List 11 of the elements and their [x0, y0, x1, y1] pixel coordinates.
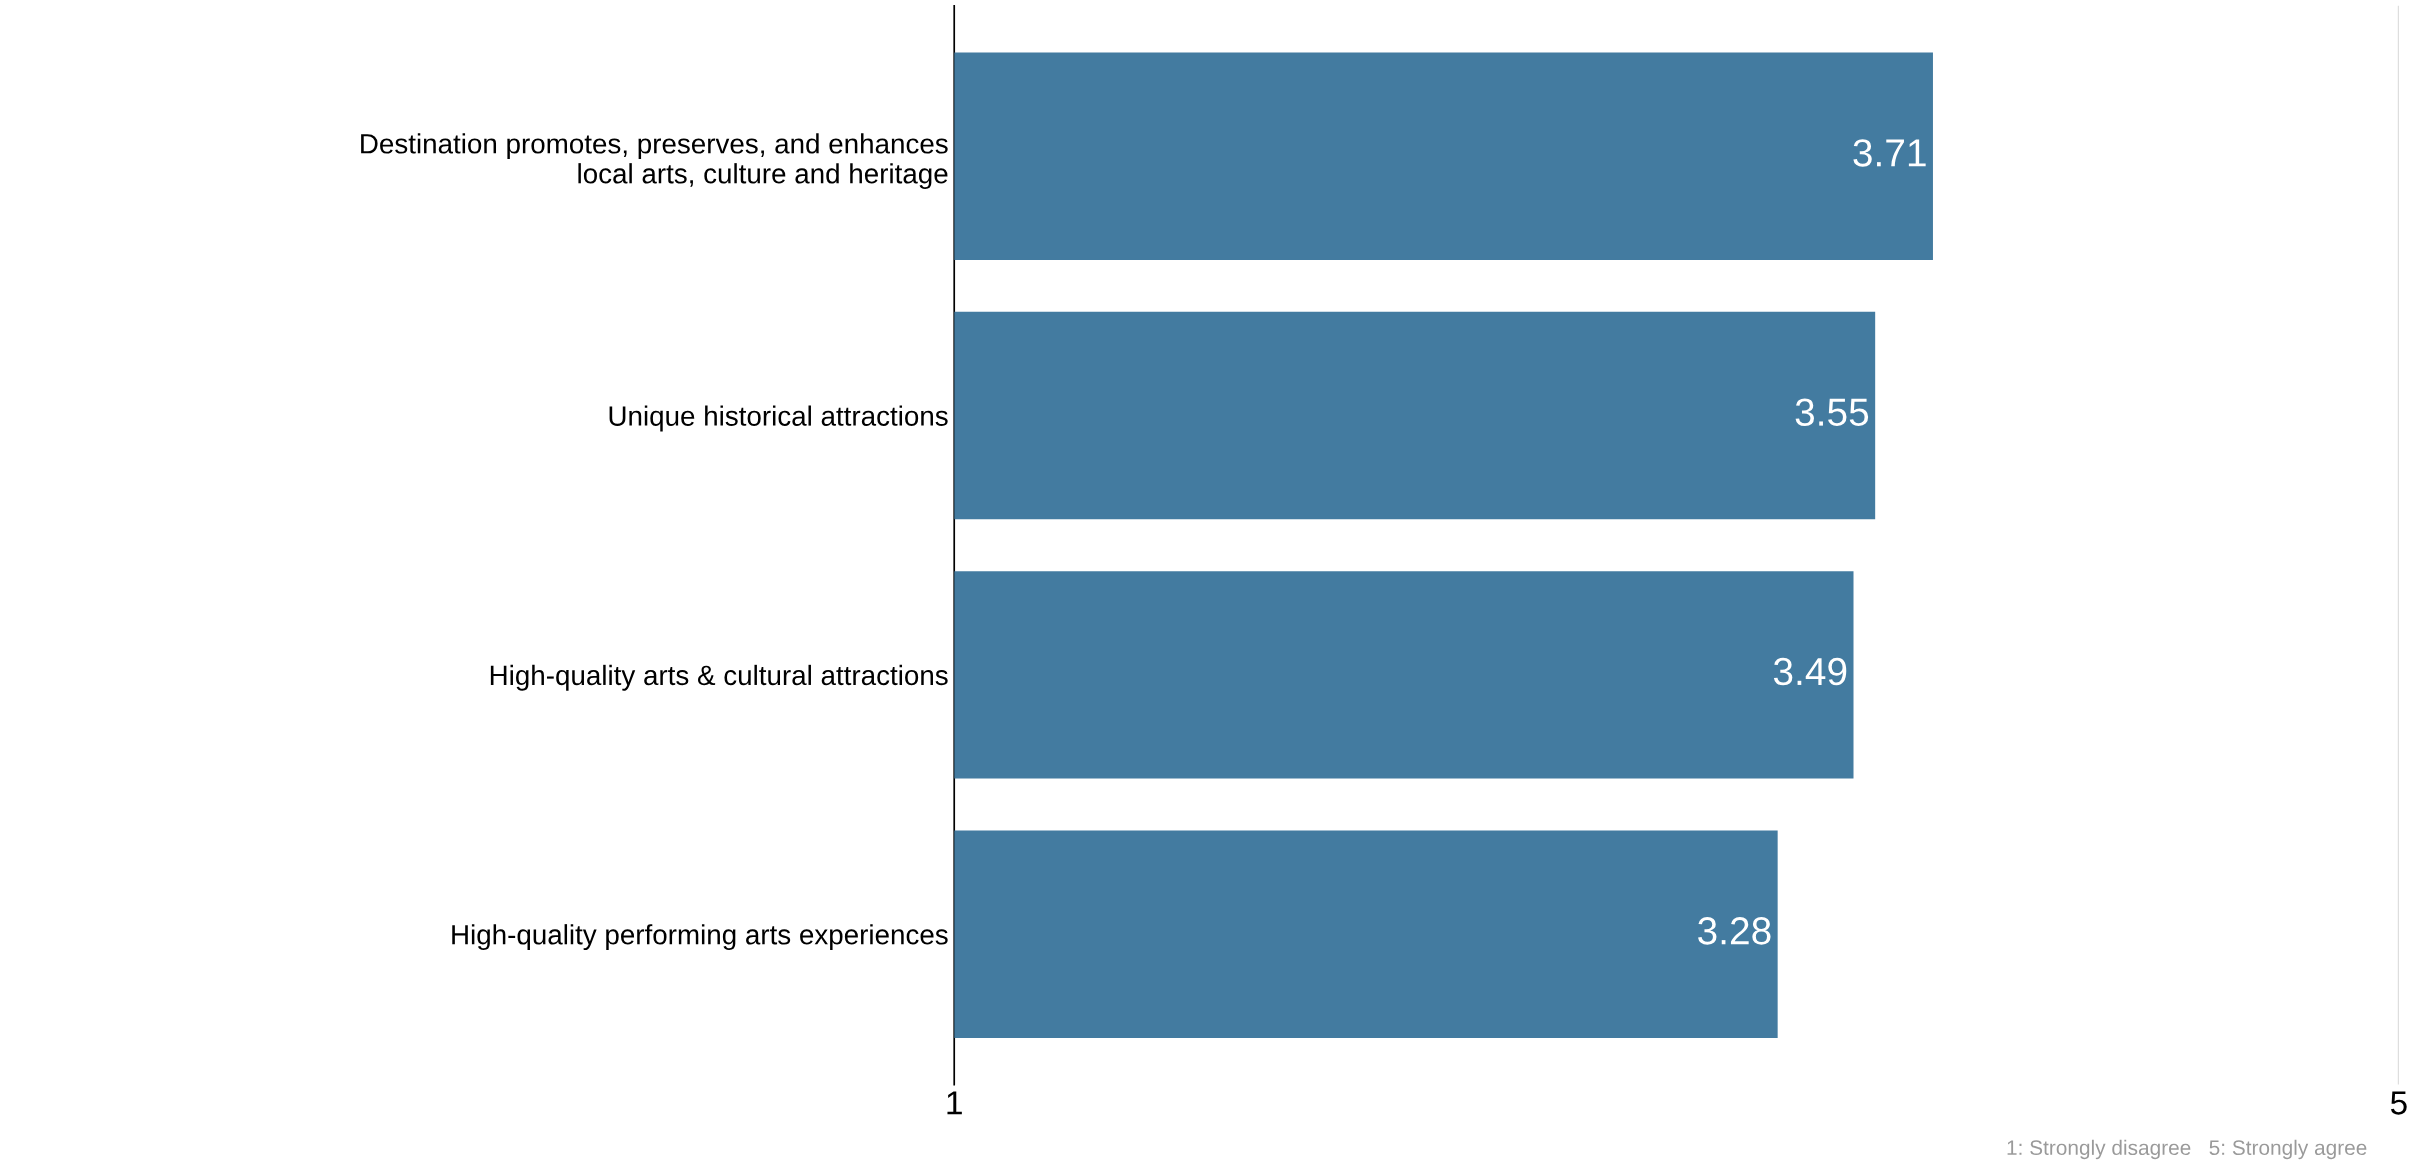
y-tick-label: High-quality performing arts experiences [452, 924, 948, 951]
data-label: 3.28 [1698, 917, 1771, 945]
x-tick-label: 5 [2390, 1091, 2407, 1115]
y-tick-label: Destination promotes, preserves, and enhances local arts, culture and heritage [361, 133, 948, 190]
data-label: 3.71 [1853, 139, 1926, 167]
y-tick-label: Unique historical attractions [609, 405, 948, 432]
x-tick-label: 1 [947, 1091, 962, 1115]
y-tick-label: High-quality arts & cultural attractions [490, 664, 948, 691]
data-label: 3.49 [1773, 657, 1847, 686]
text: 1: Strongly disagree 5: Strongly agree [2007, 1139, 2367, 1160]
data-label: 3.55 [1795, 398, 1869, 426]
